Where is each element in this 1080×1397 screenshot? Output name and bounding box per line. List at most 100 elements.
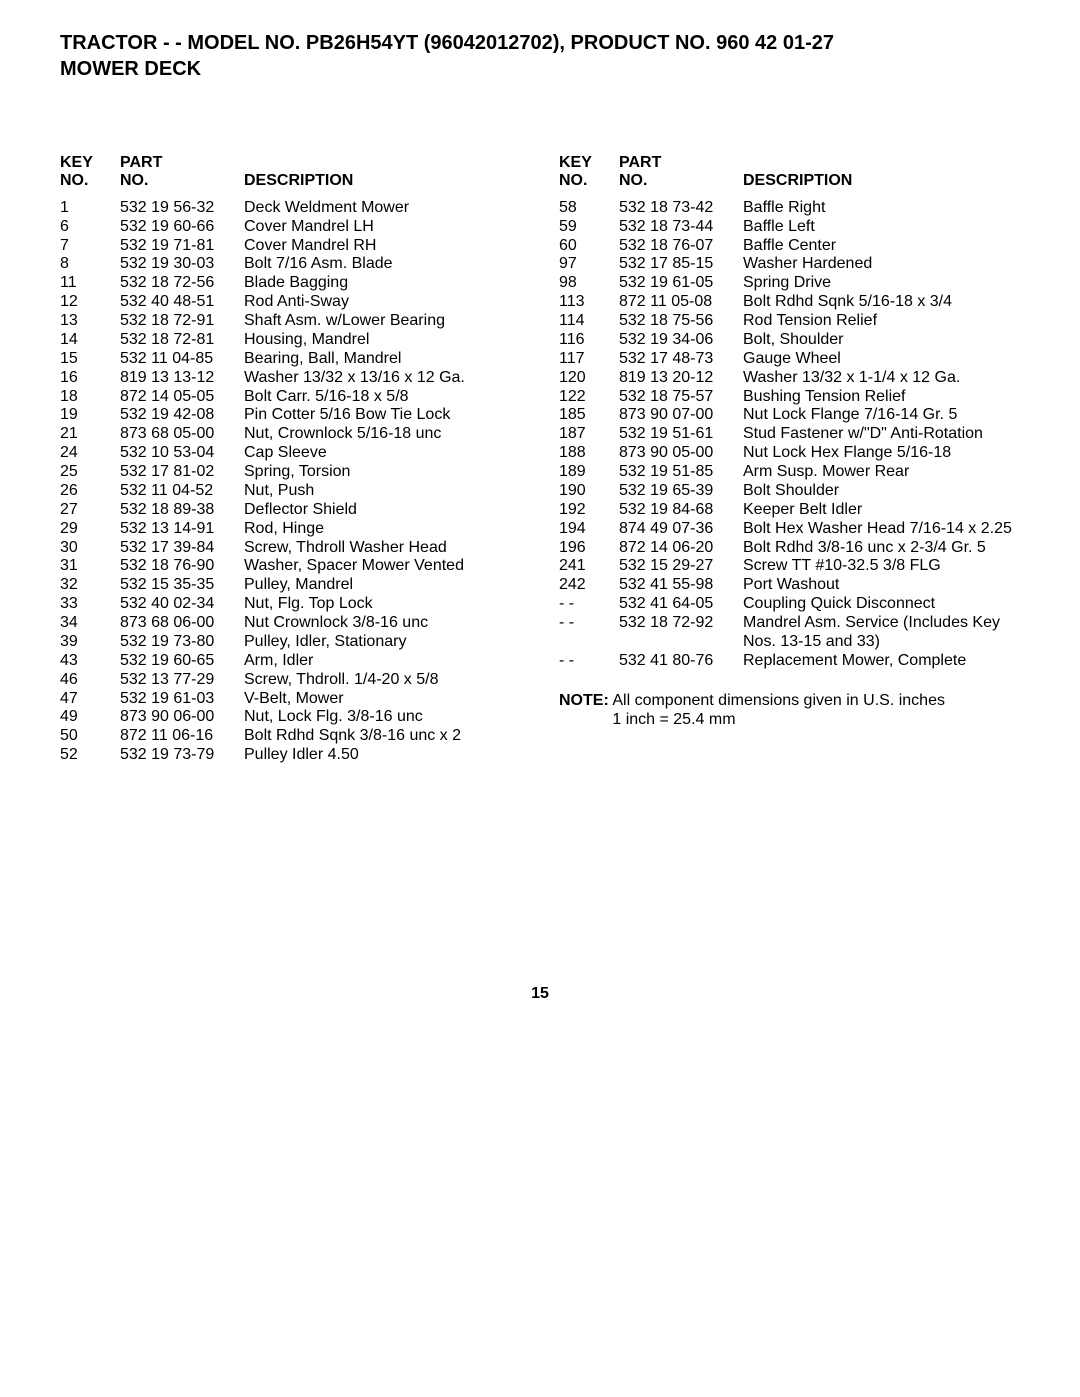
description: Cap Sleeve (244, 444, 521, 463)
part-no: 872 14 05-05 (120, 388, 244, 407)
document-title: TRACTOR - - MODEL NO. PB26H54YT (9604201… (60, 30, 1020, 82)
part-no: 532 11 04-85 (120, 350, 244, 369)
key-no: 122 (559, 388, 619, 407)
table-row: 15532 11 04-85Bearing, Ball, Mandrel (60, 350, 521, 369)
key-no: 189 (559, 463, 619, 482)
table-row: - -532 18 72-92Mandrel Asm. Service (Inc… (559, 614, 1020, 652)
key-no: 188 (559, 444, 619, 463)
part-no: 532 41 55-98 (619, 576, 743, 595)
table-row: 46532 13 77-29Screw, Thdroll. 1/4-20 x 5… (60, 671, 521, 690)
table-row: 12532 40 48-51Rod Anti-Sway (60, 293, 521, 312)
key-no: - - (559, 595, 619, 614)
title-line-2: MOWER DECK (60, 58, 201, 80)
part-no: 532 17 48-73 (619, 350, 743, 369)
part-no: 532 13 14-91 (120, 520, 244, 539)
description: Baffle Left (743, 218, 1020, 237)
key-no: 187 (559, 425, 619, 444)
description: Screw, Thdroll Washer Head (244, 539, 521, 558)
description: Washer 13/32 x 1-1/4 x 12 Ga. (743, 369, 1020, 388)
part-no: 532 19 73-79 (120, 746, 244, 765)
description: Washer 13/32 x 13/16 x 12 Ga. (244, 369, 521, 388)
part-no: 874 49 07-36 (619, 520, 743, 539)
part-no: 532 17 81-02 (120, 463, 244, 482)
part-no: 532 11 04-52 (120, 482, 244, 501)
part-no: 532 18 73-42 (619, 199, 743, 218)
table-row: 33532 40 02-34Nut, Flg. Top Lock (60, 595, 521, 614)
key-no: 196 (559, 539, 619, 558)
key-no: 18 (60, 388, 120, 407)
part-no: 819 13 20-12 (619, 369, 743, 388)
description: Bolt Carr. 5/16-18 x 5/8 (244, 388, 521, 407)
description: Baffle Center (743, 237, 1020, 256)
header-key-1: KEY (559, 154, 592, 171)
table-row: 194874 49 07-36Bolt Hex Washer Head 7/16… (559, 520, 1020, 539)
key-no: 242 (559, 576, 619, 595)
table-row: 19532 19 42-08Pin Cotter 5/16 Bow Tie Lo… (60, 406, 521, 425)
part-no: 532 19 51-85 (619, 463, 743, 482)
table-row: 14532 18 72-81Housing, Mandrel (60, 331, 521, 350)
header-desc: DESCRIPTION (743, 172, 852, 189)
description: Bolt, Shoulder (743, 331, 1020, 350)
description: Bolt Rdhd 3/8-16 unc x 2-3/4 Gr. 5 (743, 539, 1020, 558)
part-no: 819 13 13-12 (120, 369, 244, 388)
description: Deflector Shield (244, 501, 521, 520)
key-no: 24 (60, 444, 120, 463)
header-key-2: NO. (60, 172, 88, 189)
part-no: 532 19 34-06 (619, 331, 743, 350)
part-no: 532 18 72-56 (120, 274, 244, 293)
description: Cover Mandrel RH (244, 237, 521, 256)
part-no: 872 11 05-08 (619, 293, 743, 312)
description: Screw TT #10-32.5 3/8 FLG (743, 557, 1020, 576)
page: TRACTOR - - MODEL NO. PB26H54YT (9604201… (0, 0, 1080, 1063)
part-no: 532 40 02-34 (120, 595, 244, 614)
parts-table-left: 1532 19 56-32Deck Weldment Mower6532 19 … (60, 199, 521, 765)
table-row: 8532 19 30-03Bolt 7/16 Asm. Blade (60, 255, 521, 274)
table-row: 13532 18 72-91Shaft Asm. w/Lower Bearing (60, 312, 521, 331)
key-no: 58 (559, 199, 619, 218)
table-row: 29532 13 14-91Rod, Hinge (60, 520, 521, 539)
title-line-1: TRACTOR - - MODEL NO. PB26H54YT (9604201… (60, 32, 834, 54)
part-no: 532 19 84-68 (619, 501, 743, 520)
part-no: 873 90 07-00 (619, 406, 743, 425)
table-row: 18872 14 05-05Bolt Carr. 5/16-18 x 5/8 (60, 388, 521, 407)
description: Nut Lock Hex Flange 5/16-18 (743, 444, 1020, 463)
description: Washer, Spacer Mower Vented (244, 557, 521, 576)
part-no: 532 41 64-05 (619, 595, 743, 614)
part-no: 532 18 75-57 (619, 388, 743, 407)
description: V-Belt, Mower (244, 690, 521, 709)
key-no: 190 (559, 482, 619, 501)
part-no: 532 19 30-03 (120, 255, 244, 274)
table-row: 98532 19 61-05Spring Drive (559, 274, 1020, 293)
description: Arm, Idler (244, 652, 521, 671)
note-label: NOTE: (559, 692, 609, 709)
key-no: 39 (60, 633, 120, 652)
header-key-1: KEY (60, 154, 93, 171)
part-no: 532 19 65-39 (619, 482, 743, 501)
part-no: 532 40 48-51 (120, 293, 244, 312)
part-no: 532 18 76-07 (619, 237, 743, 256)
header-desc: DESCRIPTION (244, 172, 353, 189)
key-no: 30 (60, 539, 120, 558)
table-row: 47532 19 61-03V-Belt, Mower (60, 690, 521, 709)
key-no: 113 (559, 293, 619, 312)
table-row: - -532 41 80-76Replacement Mower, Comple… (559, 652, 1020, 671)
header-part-1: PART (619, 154, 661, 171)
key-no: 21 (60, 425, 120, 444)
column-header: KEY NO. PART NO. DESCRIPTION (559, 154, 1020, 191)
description: Nut, Lock Flg. 3/8-16 unc (244, 708, 521, 727)
description: Bolt Rdhd Sqnk 3/8-16 unc x 2 (244, 727, 521, 746)
part-no: 532 19 51-61 (619, 425, 743, 444)
description: Pin Cotter 5/16 Bow Tie Lock (244, 406, 521, 425)
table-row: 187532 19 51-61Stud Fastener w/"D" Anti-… (559, 425, 1020, 444)
key-no: 26 (60, 482, 120, 501)
table-row: 114532 18 75-56Rod Tension Relief (559, 312, 1020, 331)
description: Mandrel Asm. Service (Includes Key Nos. … (743, 614, 1020, 652)
description: Stud Fastener w/"D" Anti-Rotation (743, 425, 1020, 444)
description: Arm Susp. Mower Rear (743, 463, 1020, 482)
description: Bearing, Ball, Mandrel (244, 350, 521, 369)
part-no: 873 90 06-00 (120, 708, 244, 727)
description: Coupling Quick Disconnect (743, 595, 1020, 614)
key-no: 97 (559, 255, 619, 274)
key-no: 12 (60, 293, 120, 312)
parts-table-right: 58532 18 73-42Baffle Right59532 18 73-44… (559, 199, 1020, 671)
